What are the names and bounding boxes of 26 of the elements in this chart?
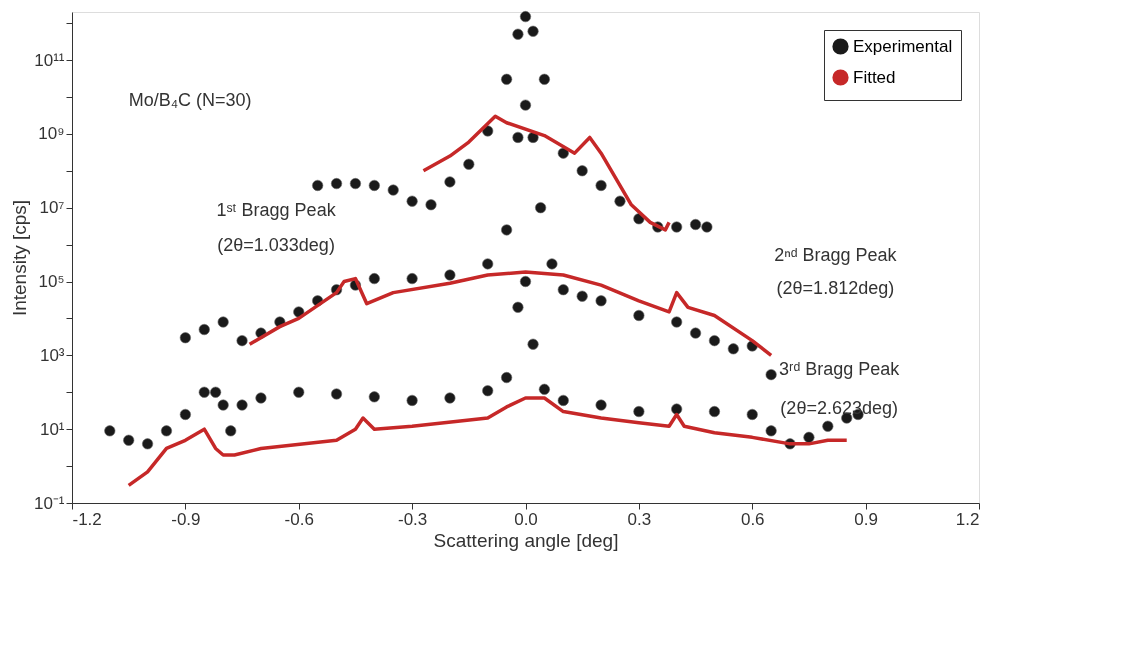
annotation: Mo/B₄C (N=30) [128, 89, 252, 110]
y-axis-title: Intensity [cps] [8, 199, 30, 317]
annotation: (2θ=1.812deg) [776, 277, 895, 298]
x-tick-label: -0.9 [171, 509, 201, 529]
x-tick-label: 0.6 [740, 509, 765, 529]
y-tick-label: 10⁹ [38, 124, 65, 144]
x-axis-title: Scattering angle [deg] [433, 529, 619, 551]
annotation: (2θ=1.033deg) [217, 235, 335, 256]
x-tick-label: 0.0 [514, 509, 538, 529]
legend-label: Experimental [853, 36, 953, 56]
x-tick-label: -1.2 [72, 509, 102, 529]
x-tick-label: -0.6 [284, 509, 314, 529]
y-tick-label: 10³ [39, 345, 65, 365]
annotation: 2ⁿᵈ Bragg Peak [774, 244, 898, 265]
y-tick-label: 10⁵ [38, 272, 65, 292]
annotation: 3ʳᵈ Bragg Peak [779, 359, 901, 380]
legend-label: Fitted [853, 67, 896, 87]
x-tick-label: 1.2 [955, 509, 980, 529]
y-tick-label: 10¹ [39, 419, 65, 439]
y-tick-label: 10¹¹ [34, 50, 65, 70]
x-tick-label: 0.9 [854, 509, 878, 529]
x-tick-label: 0.3 [627, 509, 652, 529]
x-tick-label: -0.3 [397, 509, 428, 529]
annotation: 1ˢᵗ Bragg Peak [216, 200, 337, 221]
y-tick-label: 10⁻¹ [33, 493, 65, 513]
y-tick-label: 10⁷ [39, 198, 65, 218]
